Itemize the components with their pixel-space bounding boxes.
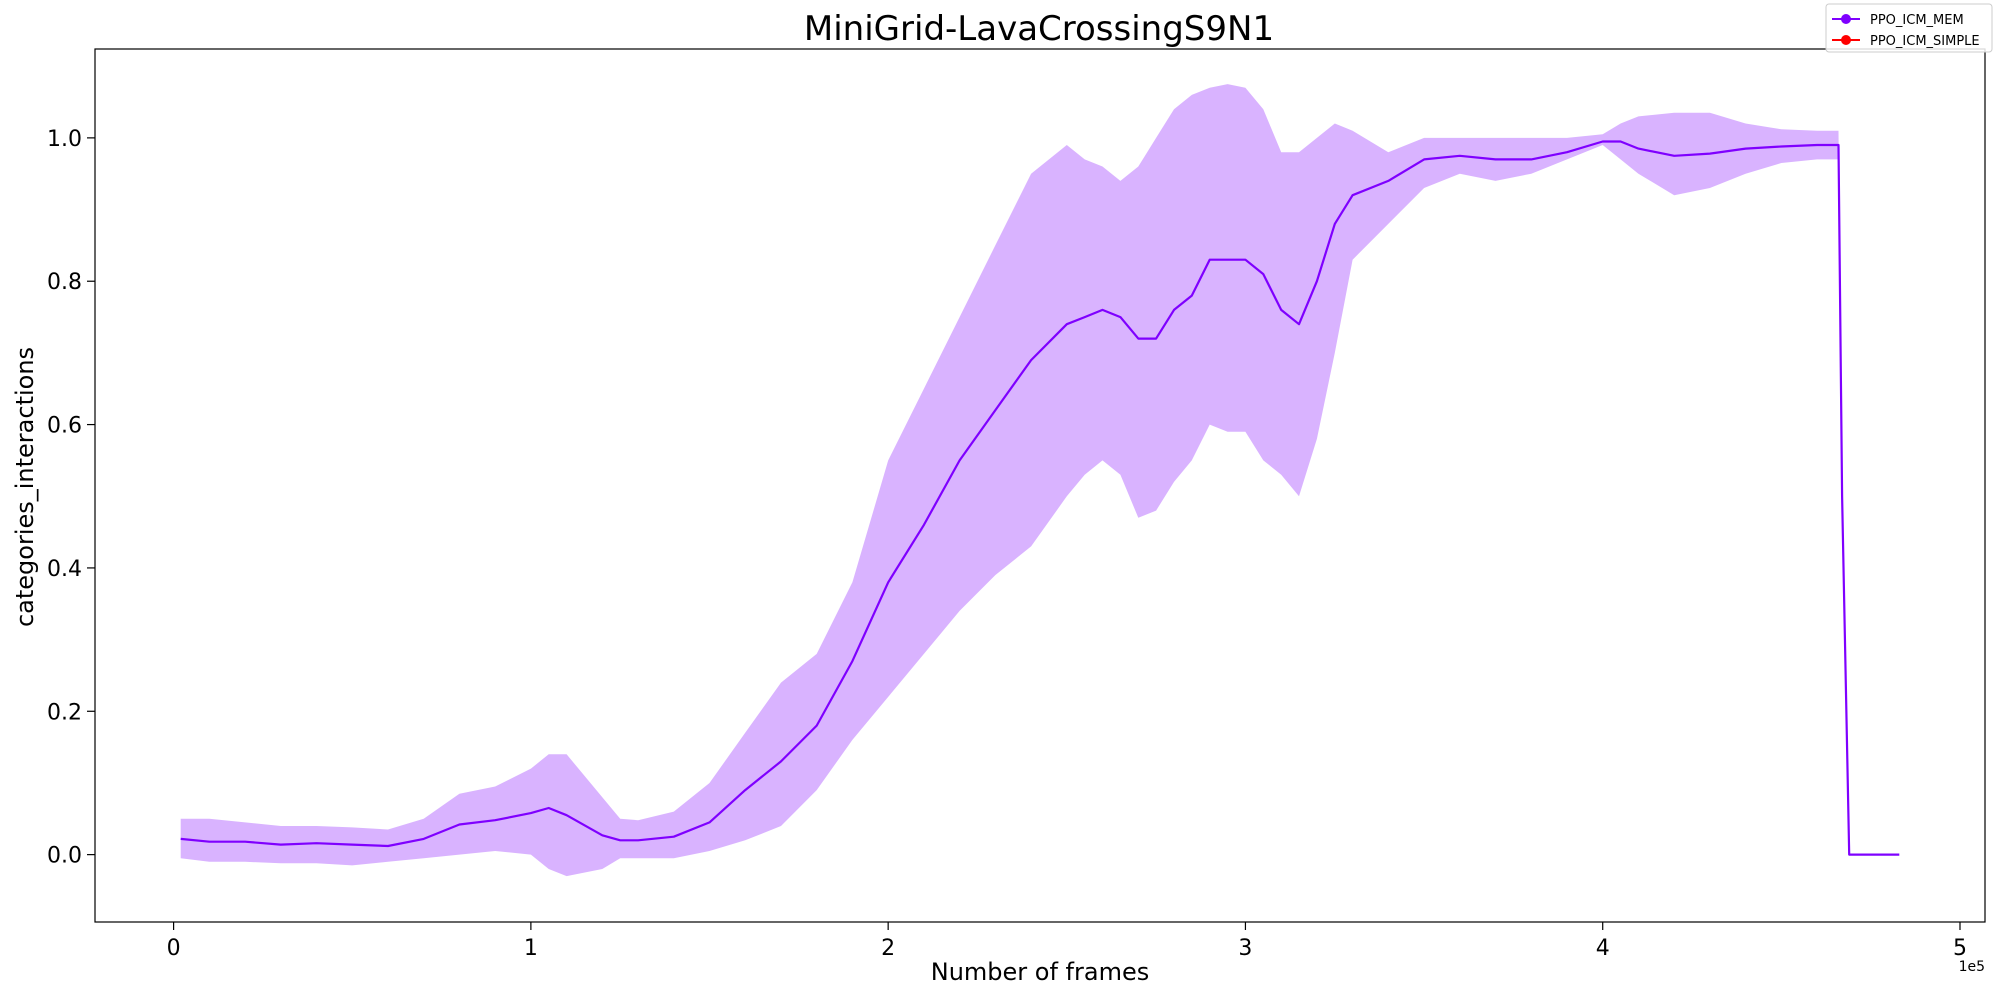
y-tick-label: 0.6 [47,414,82,439]
y-tick-label: 0.4 [47,557,82,582]
legend-marker-0 [1841,14,1851,24]
series-line-0 [180,140,1900,856]
y-tick-label: 0.2 [47,700,82,725]
x-tick-label: 4 [1596,936,1610,961]
y-tick-label: 0.0 [47,844,82,869]
series-line-layer [180,140,1900,856]
legend-label-1: PPO_ICM_SIMPLE [1870,34,1980,49]
legend: PPO_ICM_MEM PPO_ICM_SIMPLE [1825,3,1993,53]
x-axis-label: Number of frames [931,958,1149,986]
y-axis: 0.0 0.2 0.4 0.6 0.8 1.0 [47,127,95,869]
x-tick-label: 5 [1953,936,1967,961]
x-tick-label: 0 [167,936,181,961]
confidence-band-layer [180,84,1900,877]
confidence-band-0 [180,84,1900,877]
legend-label-0: PPO_ICM_MEM [1870,13,1964,28]
chart-title: MiniGrid-LavaCrossingS9N1 [804,9,1274,49]
x-axis: 0 1 2 3 4 5 [167,922,1967,961]
x-tick-label: 2 [881,936,895,961]
x-tick-label: 3 [1238,936,1252,961]
legend-frame [1825,3,1993,53]
legend-marker-1 [1841,35,1851,45]
y-tick-label: 0.8 [47,270,82,295]
plot-area [180,84,1900,877]
x-tick-label: 1 [524,936,538,961]
y-axis-label: categories_interactions [11,347,39,627]
plot-frame [94,48,1986,923]
y-tick-label: 1.0 [47,127,82,152]
x-offset-label: 1e5 [1959,959,1985,975]
